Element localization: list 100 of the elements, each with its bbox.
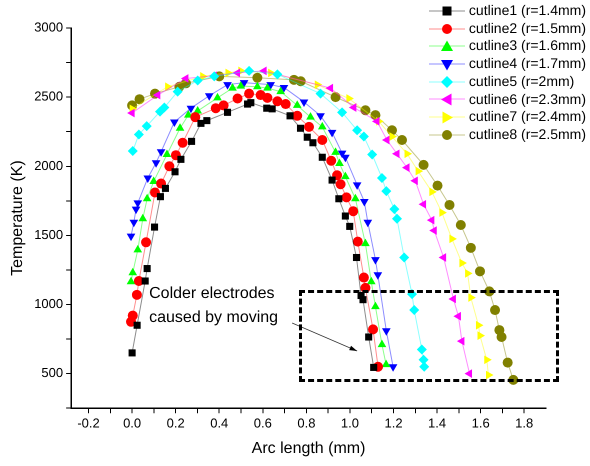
- point: [382, 136, 390, 144]
- point: [142, 194, 152, 202]
- point: [496, 332, 507, 342]
- x-tick-label: 0.6: [254, 416, 272, 431]
- point: [438, 253, 446, 262]
- y-tick-label: 500: [41, 365, 64, 380]
- point: [142, 277, 149, 285]
- point: [138, 214, 148, 222]
- point: [429, 188, 437, 196]
- point: [335, 195, 342, 202]
- point: [170, 120, 179, 128]
- point: [341, 192, 352, 202]
- point: [366, 276, 376, 284]
- legend-label: cutline7 (r=2.4mm): [468, 108, 586, 126]
- x-tick-label: -0.2: [77, 416, 100, 431]
- point: [176, 123, 184, 131]
- legend-label: cutline4 (r=1.7mm): [468, 55, 586, 73]
- point: [328, 176, 336, 184]
- point: [392, 149, 400, 158]
- point: [253, 82, 262, 90]
- point: [292, 110, 302, 121]
- point: [213, 92, 222, 100]
- point: [360, 199, 369, 207]
- point: [280, 99, 291, 110]
- point: [326, 156, 336, 166]
- point: [429, 226, 437, 235]
- x-tick-label: 1.2: [384, 416, 403, 431]
- point: [465, 269, 473, 278]
- point: [468, 293, 476, 302]
- point: [331, 147, 340, 155]
- point: [134, 94, 145, 104]
- y-tick-label: 2500: [34, 88, 64, 104]
- point: [210, 103, 221, 114]
- point: [152, 160, 160, 168]
- point: [418, 200, 426, 209]
- point: [286, 112, 294, 120]
- point: [474, 266, 485, 276]
- point: [133, 200, 142, 208]
- y-tick-label: 3000: [34, 20, 64, 35]
- point: [388, 364, 398, 372]
- point: [223, 82, 232, 90]
- point: [318, 154, 326, 161]
- point: [268, 105, 276, 112]
- point: [259, 66, 267, 76]
- point: [306, 112, 315, 120]
- point: [164, 161, 174, 172]
- x-tick-label: 1.4: [428, 416, 446, 431]
- point: [162, 184, 169, 192]
- point: [127, 108, 135, 118]
- point: [128, 310, 138, 321]
- point: [342, 212, 349, 220]
- point: [247, 99, 254, 106]
- point: [134, 322, 141, 329]
- point: [134, 129, 144, 140]
- point: [456, 336, 464, 346]
- point: [486, 370, 494, 380]
- point: [156, 193, 164, 200]
- point: [316, 113, 325, 121]
- point: [416, 166, 424, 176]
- point: [346, 222, 354, 230]
- legend-label: cutline2 (r=1.5mm): [468, 20, 586, 38]
- point: [404, 149, 412, 158]
- point: [348, 206, 358, 216]
- point: [240, 80, 248, 88]
- point: [399, 252, 410, 263]
- point: [162, 150, 172, 158]
- point: [171, 168, 179, 176]
- point: [276, 86, 286, 94]
- point: [382, 328, 391, 336]
- point: [128, 349, 136, 356]
- point: [252, 72, 262, 83]
- point: [341, 172, 350, 180]
- point: [449, 234, 457, 244]
- point: [389, 204, 400, 214]
- point: [309, 139, 316, 146]
- point: [232, 94, 243, 104]
- y-tick-label: 1000: [34, 296, 64, 312]
- point: [358, 272, 369, 283]
- point: [304, 134, 311, 141]
- point: [381, 186, 392, 196]
- point: [209, 71, 220, 82]
- point: [126, 234, 136, 242]
- point: [330, 92, 341, 102]
- annotation: Colder electrodes caused by moving: [149, 285, 278, 326]
- point: [142, 121, 152, 132]
- point: [444, 200, 454, 210]
- point: [292, 100, 302, 108]
- point: [338, 150, 346, 158]
- point: [316, 88, 326, 99]
- point: [165, 82, 173, 92]
- point: [128, 268, 138, 276]
- point: [351, 194, 360, 202]
- point: [335, 158, 344, 166]
- point: [502, 358, 513, 368]
- point: [352, 125, 362, 136]
- point: [448, 294, 456, 304]
- point: [228, 83, 237, 91]
- point: [144, 265, 151, 272]
- point: [172, 86, 183, 97]
- point: [204, 93, 214, 101]
